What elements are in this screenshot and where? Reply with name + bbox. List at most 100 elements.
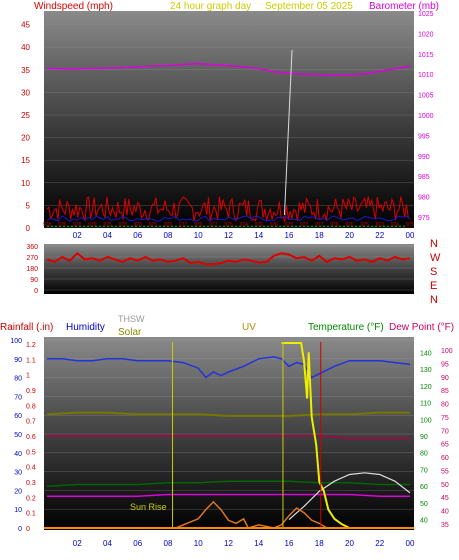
compass-label: E: [430, 280, 437, 292]
rain-tick-label: 0.6: [26, 434, 36, 441]
thsw-line: [46, 480, 410, 487]
wind-bottom-label: 976: [345, 222, 354, 228]
wind-bottom-label: 976: [224, 222, 233, 228]
x-tick-label: 06: [133, 231, 142, 240]
axis-ticks: 0510152025303540459759809859909951000100…: [10, 11, 452, 548]
dewpoint-tick-label: 90: [441, 375, 449, 382]
direction-tick-label: 180: [26, 266, 38, 273]
compass-label: N: [430, 238, 438, 250]
x-tick-label-weather: 20: [345, 539, 354, 548]
temperature-tick-label: 60: [420, 484, 428, 491]
solar-line: [288, 472, 411, 521]
dewpoint-tick-label: 75: [441, 415, 449, 422]
humidity-tick-label: 10: [14, 507, 22, 514]
dewpoint-tick-label: 55: [441, 468, 449, 475]
rain-tick-label: 1.1: [26, 357, 36, 364]
windspeed-line: [46, 196, 409, 224]
x-tick-label-weather: 04: [103, 539, 112, 548]
wind-bottom-label: 977: [300, 222, 309, 228]
humidity-tick-label: 0: [18, 526, 22, 533]
x-tick-label: 08: [164, 231, 173, 240]
compass-label: N: [430, 294, 438, 306]
wind-bottom-label: 975: [149, 222, 158, 228]
humidity-tick-label: 30: [14, 470, 22, 477]
heat-index-line: [47, 493, 410, 497]
wind-tick-label: 10: [21, 179, 30, 188]
barometer-header: Barometer (mb): [369, 1, 439, 12]
x-tick-label: 18: [315, 231, 324, 240]
x-tick-label: 02: [73, 231, 82, 240]
rain-tick-label: 0.2: [26, 495, 36, 502]
wind-bottom-label: 973: [118, 222, 127, 228]
x-tick-label: 20: [345, 231, 354, 240]
humidity-tick-label: 100: [10, 338, 22, 345]
compass-label: W: [430, 252, 441, 264]
barometer-line: [46, 62, 411, 77]
wind-bottom-label: 975: [360, 222, 369, 228]
wind-bottom-label: 978: [43, 222, 52, 228]
dewpoint-tick-label: 95: [441, 361, 449, 368]
wind-chart-series: 978 976 976 979 975 973 973 975 976 977 979 977 976 9…: [43, 49, 414, 228]
x-tick-label-weather: 14: [254, 539, 263, 548]
wind-bottom-label: 976: [330, 222, 339, 228]
wind-bottom-label: 979: [255, 222, 264, 228]
wind-bottom-label: 976: [164, 222, 173, 228]
dewpoint-line: [47, 434, 410, 440]
uv-label: UV: [242, 322, 256, 333]
dewpoint-label: Dew Point (°F): [389, 322, 454, 333]
dewpoint-tick-label: 50: [441, 482, 449, 489]
dewpoint-tick-label: 45: [441, 495, 449, 502]
wind-bottom-label: 976: [58, 222, 67, 228]
barometer-tick-label: 1000: [418, 113, 434, 120]
temperature-tick-label: 100: [420, 417, 432, 424]
wind-bottom-label: 975: [285, 222, 294, 228]
x-tick-label-weather: 16: [285, 539, 294, 548]
x-tick-label-weather: 06: [133, 539, 142, 548]
barometer-tick-label: 1025: [418, 11, 434, 18]
wind-bottom-label: 974: [239, 222, 248, 228]
temperature-label: Temperature (°F): [308, 322, 384, 333]
wind-tick-label: 0: [26, 224, 31, 233]
barometer-tick-label: 980: [418, 195, 430, 202]
direction-chart-series: [46, 251, 411, 266]
x-tick-label: 14: [254, 231, 263, 240]
humidity-tick-label: 40: [14, 451, 22, 458]
date-header: September 05 2025: [265, 1, 353, 12]
rain-tick-label: 0.8: [26, 403, 36, 410]
humidity-tick-label: 70: [14, 394, 22, 401]
rain-tick-label: 0.7: [26, 419, 36, 426]
temperature-tick-label: 110: [420, 401, 431, 408]
temperature-tick-label: 70: [420, 467, 428, 474]
x-tick-label: 00: [406, 231, 415, 240]
compass-label: S: [430, 266, 437, 278]
barometer-tick-label: 990: [418, 154, 430, 161]
x-tick-label: 10: [194, 231, 203, 240]
temperature-tick-label: 50: [420, 501, 428, 508]
windspeed-header: Windspeed (mph): [34, 1, 113, 12]
direction-panel: [44, 244, 414, 294]
rain-tick-label: 1: [26, 373, 30, 380]
dewpoint-tick-label: 80: [441, 402, 449, 409]
thsw-label: THSW: [118, 314, 145, 324]
sunrise-annotation: Sun Rise: [130, 502, 167, 512]
wind-tick-label: 25: [21, 111, 30, 120]
wind-bottom-label: 977: [315, 222, 324, 228]
x-tick-label-weather: 10: [194, 539, 203, 548]
wind-bottom-label: 973: [376, 222, 385, 228]
wind-bottom-label: 976: [73, 222, 82, 228]
x-tick-label-weather: 18: [315, 539, 324, 548]
weather-chart-series: [44, 342, 414, 529]
temperature-tick-label: 40: [420, 518, 428, 525]
barometer-tick-label: 1020: [418, 31, 434, 38]
temperature-line: [46, 411, 410, 417]
direction-tick-label: 90: [30, 277, 38, 284]
temperature-tick-label: 130: [420, 367, 432, 374]
dewpoint-tick-label: 40: [441, 509, 449, 516]
dewpoint-tick-label: 35: [441, 522, 449, 529]
temperature-tick-label: 140: [420, 350, 432, 357]
weather-panel: [44, 337, 414, 530]
dewpoint-tick-label: 70: [441, 428, 449, 435]
wind-tick-label: 15: [21, 156, 30, 165]
